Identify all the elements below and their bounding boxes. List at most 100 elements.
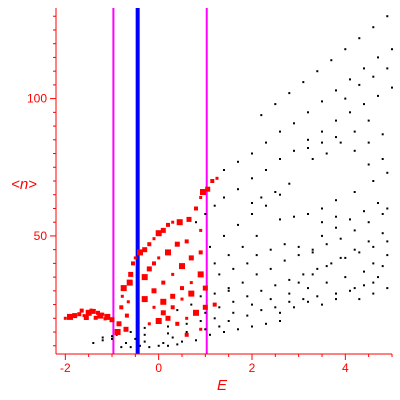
data-point-black: [335, 292, 337, 295]
data-point-black: [269, 298, 272, 301]
data-point-black: [237, 328, 239, 331]
data-point-black: [372, 262, 375, 265]
data-point-red: [63, 316, 67, 320]
data-point-red: [123, 326, 129, 332]
data-point-red: [199, 196, 203, 199]
data-point-black: [288, 182, 291, 185]
data-point-black: [353, 248, 356, 251]
data-point-black: [321, 130, 323, 133]
data-point-red: [147, 322, 151, 326]
data-point-black: [218, 325, 221, 328]
data-point-black: [274, 191, 277, 193]
data-point-red: [152, 261, 156, 266]
data-point-red: [146, 266, 152, 272]
data-point-black: [185, 331, 188, 333]
data-point-red: [170, 293, 176, 299]
data-point-black: [195, 221, 197, 224]
data-point-black: [293, 149, 295, 152]
data-point-red: [90, 308, 96, 314]
x-tick-label: 4: [342, 361, 349, 375]
data-point-red: [161, 280, 166, 285]
y-tick-label: 50: [34, 229, 48, 243]
data-point-black: [307, 287, 309, 290]
data-point-black: [143, 340, 146, 343]
data-point-red: [186, 216, 192, 222]
data-point-black: [269, 248, 272, 251]
data-point-black: [321, 100, 323, 103]
data-point-red: [120, 285, 127, 292]
data-point-black: [274, 284, 277, 287]
data-point-black: [293, 306, 295, 309]
data-point-black: [227, 287, 230, 290]
data-point-red: [120, 294, 124, 298]
data-point-red: [202, 285, 208, 291]
data-point-red: [180, 286, 184, 291]
data-point-black: [297, 254, 300, 257]
data-point-red: [72, 313, 78, 319]
data-point-red: [199, 327, 203, 331]
data-point-black: [381, 133, 384, 136]
data-point-black: [307, 111, 309, 114]
data-point-red: [200, 189, 206, 195]
data-point-red: [119, 305, 124, 310]
data-point-black: [265, 169, 267, 171]
data-point-black: [358, 83, 361, 86]
data-point-black: [129, 346, 132, 349]
data-point-red: [199, 228, 203, 232]
data-point-black: [251, 202, 253, 204]
data-point-black: [265, 322, 267, 325]
data-point-black: [288, 292, 291, 295]
data-point-black: [335, 89, 337, 92]
data-point-black: [316, 267, 319, 270]
data-point-black: [176, 309, 179, 312]
data-point-black: [157, 344, 160, 347]
data-point-black: [297, 281, 300, 284]
data-point-red: [155, 318, 162, 324]
scatter-series-group: [63, 15, 393, 349]
data-point-black: [255, 234, 258, 237]
data-point-black: [171, 336, 174, 339]
data-point-black: [372, 75, 375, 78]
data-point-black: [199, 320, 202, 322]
data-point-black: [274, 306, 277, 309]
data-point-black: [335, 298, 337, 301]
data-point-black: [321, 303, 323, 306]
data-point-black: [349, 218, 351, 221]
data-point-black: [143, 333, 146, 336]
data-point-black: [167, 344, 169, 347]
data-point-red: [147, 242, 152, 247]
data-point-black: [227, 254, 230, 257]
data-point-black: [358, 251, 361, 254]
data-point-black: [353, 191, 356, 193]
data-point-black: [367, 163, 370, 166]
data-point-black: [344, 256, 347, 259]
data-point-black: [367, 240, 370, 243]
data-point-black: [321, 234, 323, 237]
data-point-red: [157, 256, 161, 260]
data-point-black: [237, 223, 239, 226]
data-point-red: [198, 250, 203, 255]
data-point-black: [218, 273, 221, 276]
data-point-red: [171, 272, 175, 276]
data-point-red: [184, 239, 189, 244]
y-axis-title: <n>: [11, 176, 37, 193]
data-point-black: [288, 92, 291, 95]
data-point-black: [148, 346, 151, 349]
data-point-red: [114, 329, 121, 335]
data-point-red: [174, 241, 180, 247]
axes-group: -2 0 2 4 50 100: [27, 8, 393, 375]
data-point-red: [155, 230, 162, 237]
data-point-black: [260, 309, 263, 312]
data-point-red: [152, 237, 156, 241]
data-point-red: [160, 310, 166, 316]
data-point-black: [241, 245, 244, 248]
data-point-black: [353, 229, 356, 232]
data-point-black: [386, 287, 389, 290]
data-point-black: [321, 207, 323, 210]
data-point-black: [279, 158, 281, 160]
data-point-black: [344, 276, 347, 279]
data-point-black: [279, 320, 281, 322]
data-point-black: [125, 342, 127, 344]
data-point-black: [241, 281, 244, 284]
data-point-red: [210, 179, 215, 183]
